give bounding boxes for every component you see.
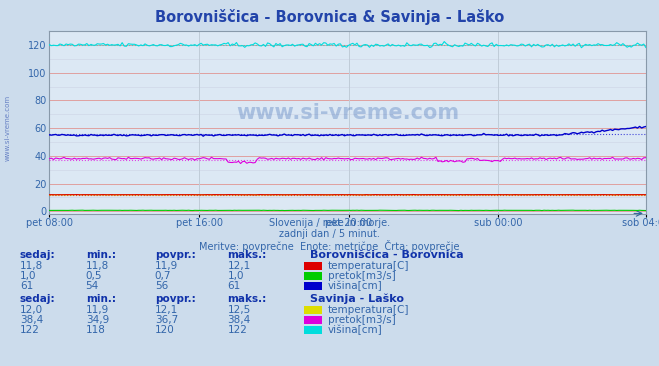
Text: 11,8: 11,8 (86, 261, 109, 271)
Text: Slovenija / reke in morje.: Slovenija / reke in morje. (269, 218, 390, 228)
Text: 120: 120 (155, 325, 175, 335)
Text: maks.:: maks.: (227, 294, 267, 304)
Text: 0,7: 0,7 (155, 271, 171, 281)
Text: zadnji dan / 5 minut.: zadnji dan / 5 minut. (279, 229, 380, 239)
Text: 12,0: 12,0 (20, 305, 43, 315)
Text: min.:: min.: (86, 294, 116, 304)
Text: Borovniščica - Borovnica & Savinja - Laško: Borovniščica - Borovnica & Savinja - Laš… (155, 9, 504, 25)
Text: pretok[m3/s]: pretok[m3/s] (328, 315, 396, 325)
Text: 61: 61 (20, 281, 33, 291)
Text: sedaj:: sedaj: (20, 250, 55, 260)
Text: 56: 56 (155, 281, 168, 291)
Text: Savinja - Laško: Savinja - Laško (310, 294, 404, 304)
Text: 1,0: 1,0 (227, 271, 244, 281)
Text: 38,4: 38,4 (227, 315, 250, 325)
Text: 122: 122 (20, 325, 40, 335)
Text: 34,9: 34,9 (86, 315, 109, 325)
Text: 11,9: 11,9 (86, 305, 109, 315)
Text: 61: 61 (227, 281, 241, 291)
Text: Borovniščica - Borovnica: Borovniščica - Borovnica (310, 250, 463, 260)
Text: temperatura[C]: temperatura[C] (328, 261, 410, 271)
Text: www.si-vreme.com: www.si-vreme.com (236, 104, 459, 123)
Text: 54: 54 (86, 281, 99, 291)
Text: 12,5: 12,5 (227, 305, 250, 315)
Text: www.si-vreme.com: www.si-vreme.com (5, 95, 11, 161)
Text: povpr.:: povpr.: (155, 294, 196, 304)
Text: 12,1: 12,1 (155, 305, 178, 315)
Text: 38,4: 38,4 (20, 315, 43, 325)
Text: pretok[m3/s]: pretok[m3/s] (328, 271, 396, 281)
Text: min.:: min.: (86, 250, 116, 260)
Text: 1,0: 1,0 (20, 271, 36, 281)
Text: maks.:: maks.: (227, 250, 267, 260)
Text: 118: 118 (86, 325, 105, 335)
Text: 11,8: 11,8 (20, 261, 43, 271)
Text: 0,5: 0,5 (86, 271, 102, 281)
Text: 122: 122 (227, 325, 247, 335)
Text: Meritve: povprečne  Enote: metrične  Črta: povprečje: Meritve: povprečne Enote: metrične Črta:… (199, 240, 460, 252)
Text: 11,9: 11,9 (155, 261, 178, 271)
Text: višina[cm]: višina[cm] (328, 324, 383, 335)
Text: povpr.:: povpr.: (155, 250, 196, 260)
Text: 36,7: 36,7 (155, 315, 178, 325)
Text: višina[cm]: višina[cm] (328, 280, 383, 291)
Text: sedaj:: sedaj: (20, 294, 55, 304)
Text: temperatura[C]: temperatura[C] (328, 305, 410, 315)
Text: 12,1: 12,1 (227, 261, 250, 271)
